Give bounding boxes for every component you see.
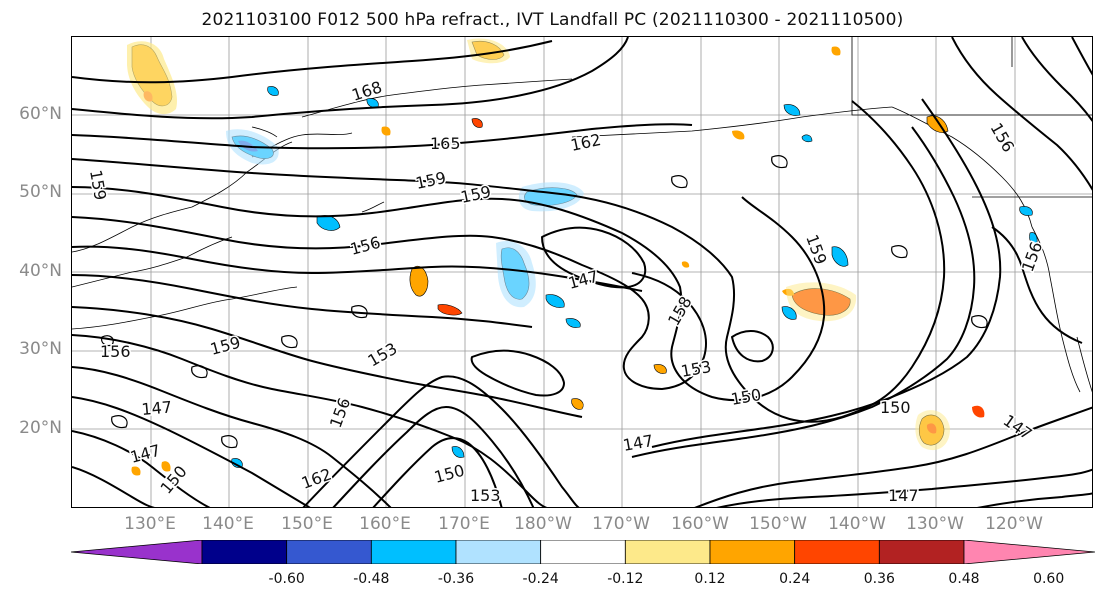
contour-label: 153 <box>365 339 401 371</box>
lon-label: 150°W <box>749 514 807 534</box>
colorbar-tick-label: -0.48 <box>353 571 390 587</box>
contour-label: 147 <box>128 441 162 467</box>
contour-label: 159 <box>414 168 448 193</box>
lat-label: 60°N <box>19 104 62 124</box>
contour-label: 156 <box>100 342 131 361</box>
colorbar-segment <box>624 540 711 564</box>
contour-label: 159 <box>86 168 110 201</box>
colorbar-tick-label: 0.12 <box>694 571 726 587</box>
contour-label: 162 <box>569 130 603 155</box>
contour-label: 168 <box>349 77 384 105</box>
minor-contours <box>101 155 988 449</box>
lon-label: 120°W <box>985 514 1043 534</box>
contour-label: 147 <box>621 431 654 455</box>
contour-label: 159 <box>802 232 830 267</box>
contour-label: 156 <box>987 120 1019 156</box>
figure-title: 2021103100 F012 500 hPa refract., IVT La… <box>201 10 904 30</box>
lon-label: 130°E <box>124 514 176 534</box>
colorbar-tick-label: 0.60 <box>1033 571 1065 587</box>
colorbar-extend-max <box>963 540 1095 564</box>
lat-label: 40°N <box>19 261 62 281</box>
colorbar-tick-label: -0.60 <box>268 571 305 587</box>
colorbar-segment <box>794 540 880 564</box>
lon-label: 140°E <box>202 514 254 534</box>
colorbar-segment <box>286 540 372 564</box>
colorbar <box>71 540 1095 564</box>
coastlines <box>72 37 1092 393</box>
lat-label: 50°N <box>19 182 62 202</box>
colorbar-segment <box>709 540 796 564</box>
lat-label: 20°N <box>19 418 62 438</box>
lon-label: 160°W <box>671 514 729 534</box>
contour-label: 158 <box>664 293 696 329</box>
colorbar-segment <box>455 540 542 564</box>
contour-label: 150 <box>729 385 762 409</box>
contour-label: 147 <box>888 486 919 505</box>
lat-label: 30°N <box>19 339 62 359</box>
lon-label: 130°W <box>906 514 964 534</box>
colorbar-tick-label: 0.24 <box>779 571 811 587</box>
colorbar-segment <box>370 540 457 564</box>
contour-label: 150 <box>432 461 466 487</box>
contour-label: 159 <box>459 182 493 207</box>
contour-label: 153 <box>470 486 501 505</box>
lon-label: 140°W <box>828 514 886 534</box>
contour-label: 159 <box>208 333 242 359</box>
contour-label: 162 <box>299 464 334 492</box>
map-panel: 168 165 162 159 159 156 159 156 159 153 … <box>71 36 1093 508</box>
shaded-anomalies <box>127 38 1038 476</box>
colorbar-segment <box>201 540 288 564</box>
colorbar-tick-label: -0.36 <box>437 571 475 587</box>
contour-label: 150 <box>880 398 911 417</box>
colorbar-tick-label: 0.48 <box>948 571 980 587</box>
contour-label: 156 <box>1018 239 1046 274</box>
lon-label: 180°W <box>514 514 572 534</box>
contour-label: 153 <box>679 357 712 381</box>
lon-label: 160°E <box>359 514 411 534</box>
colorbar-tick-label: -0.12 <box>607 571 644 587</box>
contour-label: 156 <box>348 233 382 259</box>
lon-label: 170°E <box>438 514 490 534</box>
height-contours <box>72 37 1092 507</box>
contour-label: 147 <box>566 267 600 293</box>
colorbar-segment <box>540 540 626 564</box>
colorbar-tick-label: -0.24 <box>522 571 559 587</box>
lon-label: 150°E <box>281 514 333 534</box>
lon-label: 170°W <box>592 514 650 534</box>
contour-label: 165 <box>430 134 461 153</box>
colorbar-tick-label: 0.36 <box>863 571 895 587</box>
map-svg: 168 165 162 159 159 156 159 156 159 153 … <box>72 37 1092 507</box>
colorbar-extend-min <box>71 540 203 564</box>
colorbar-segment <box>878 540 965 564</box>
contour-label: 147 <box>141 397 173 419</box>
